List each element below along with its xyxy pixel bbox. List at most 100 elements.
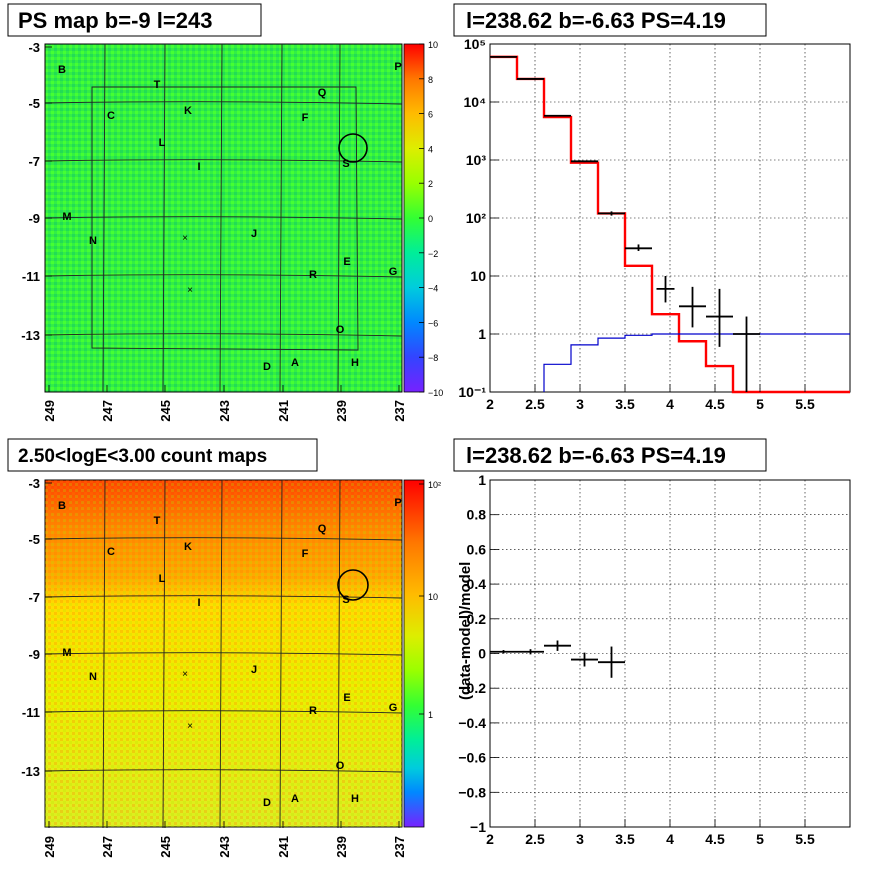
source-label: Q <box>318 523 327 535</box>
x-tick-label: 2.5 <box>525 831 545 847</box>
spectrum-axes: 2 2.5 3 3.5 4 4.5 5 5.5 10⁵ 10⁴ 10³ 10² 10 1 10⁻¹ <box>458 36 815 412</box>
map-x-tick-label: 239 <box>334 400 349 422</box>
data-point <box>625 244 652 251</box>
map-x-tick-label: 237 <box>392 836 407 858</box>
map-grid-line <box>162 479 166 829</box>
colorbar-tick-label: 10² <box>428 480 441 490</box>
map-x-tick-label: 241 <box>276 836 291 858</box>
residual-grid <box>490 480 850 827</box>
map-y-tick-label: -9 <box>28 647 40 662</box>
colorbar-tick-label: 6 <box>428 110 433 120</box>
source-label: J <box>251 664 257 676</box>
x-tick-label: 3.5 <box>615 396 635 412</box>
x-tick-label: 4 <box>666 831 674 847</box>
colorbar-tick-label: −6 <box>428 318 438 328</box>
map-grid-line <box>337 43 341 393</box>
map-x-tick-label: 243 <box>217 400 232 422</box>
map-bottom-axes: -3 -5 -7 -9 -11 -13 249 247 245 243 241 239 237 <box>21 476 407 858</box>
map-bottom-grid-lines <box>44 479 403 829</box>
source-label: C <box>107 546 115 558</box>
residual-plot: 2 2.5 3 3.5 4 4.5 5 5.5 1 0.8 0.6 0.4 0.2 0 −0.2 −0.4 −0… <box>457 472 851 847</box>
map-y-tick-label: -3 <box>28 476 40 491</box>
ps-map-top: B P T Q C K F L I S M N J E R G O D A H × × -3 -5 -7 -9 -11 -13 249… <box>21 40 407 422</box>
colorbar-tick-label: 0 <box>428 214 433 224</box>
source-label: O <box>336 760 345 772</box>
source-marker: × <box>187 285 193 296</box>
title-residual: l=238.62 b=-6.63 PS=4.19 <box>466 443 726 468</box>
title-box-residual: l=238.62 b=-6.63 PS=4.19 <box>453 438 767 472</box>
source-label: S <box>342 158 349 170</box>
map-grid-line <box>279 479 283 829</box>
source-label: H <box>351 793 359 805</box>
x-tick-label: 3 <box>576 831 584 847</box>
residual-point <box>544 640 571 651</box>
map-y-tick-label: -13 <box>21 764 40 779</box>
data-point <box>490 55 517 58</box>
data-point <box>679 286 706 328</box>
y-tick-label: −0.6 <box>458 750 486 766</box>
y-tick-label: −0.2 <box>458 680 486 696</box>
source-label: D <box>263 361 271 373</box>
source-label: Q <box>318 87 327 99</box>
colorbar-tick-label: 10 <box>428 592 438 602</box>
source-label: F <box>302 548 309 560</box>
source-label: P <box>394 497 401 509</box>
source-label: N <box>89 671 97 683</box>
residual-series <box>490 640 625 678</box>
title-box-map-bottom: 2.50<logE<3.00 count maps <box>7 438 318 472</box>
map-grid-line <box>44 216 403 220</box>
source-label: S <box>342 594 349 606</box>
source-label: K <box>184 541 192 553</box>
colorbar-tick-label: 10 <box>428 40 438 50</box>
data-point <box>517 78 544 80</box>
source-label: T <box>154 79 161 91</box>
y-tick-label: 10⁵ <box>464 36 486 52</box>
map-top-source-labels: B P T Q C K F L I S M N J E R G O D A H × × <box>58 61 402 373</box>
x-tick-label: 3.5 <box>615 831 635 847</box>
source-label: O <box>336 324 345 336</box>
map-grid-line <box>219 43 223 393</box>
map-x-tick-label: 247 <box>100 836 115 858</box>
colorbar-tick-label: −2 <box>428 249 438 259</box>
map-y-tick-label: -3 <box>28 40 40 55</box>
title-box-spectrum: l=238.62 b=-6.63 PS=4.19 <box>453 3 767 37</box>
colorbar-tick-label: 8 <box>428 75 433 85</box>
data-point <box>733 316 760 392</box>
map-grid-line <box>44 769 403 773</box>
y-tick-label: −1 <box>470 819 486 835</box>
colorbar-tick-label: 1 <box>428 710 433 720</box>
source-label: J <box>251 228 257 240</box>
residual-point <box>490 650 517 654</box>
y-tick-label: −0.8 <box>458 784 486 800</box>
source-label: A <box>291 357 299 369</box>
source-label: B <box>58 500 66 512</box>
source-label: K <box>184 105 192 117</box>
source-label: G <box>389 702 398 714</box>
map-grid-line <box>44 333 403 337</box>
spectrum-plot: 2 2.5 3 3.5 4 4.5 5 5.5 10⁵ 10⁴ 10³ 10² 10 1 10⁻¹ <box>458 36 851 412</box>
y-tick-label: 0.6 <box>467 541 487 557</box>
map-y-tick-label: -7 <box>28 590 40 605</box>
source-label: L <box>159 573 166 585</box>
map-x-tick-label: 237 <box>392 400 407 422</box>
roi-box <box>91 86 359 351</box>
x-tick-label: 5 <box>756 396 764 412</box>
map-y-tick-label: -11 <box>22 269 40 284</box>
source-label: R <box>309 705 317 717</box>
y-tick-label: 0.8 <box>467 507 487 523</box>
colorbar-tick-label: 2 <box>428 179 433 189</box>
source-marker: × <box>182 233 188 244</box>
source-label: P <box>394 61 401 73</box>
model-step-line <box>490 55 850 394</box>
residual-y-axis-label: (data-model)/model <box>457 562 474 700</box>
colorbar-top: 10 8 6 4 2 0 −2 −4 −6 −8 −10 <box>403 40 443 398</box>
data-point <box>571 160 598 163</box>
map-grid-line <box>279 43 283 393</box>
map-y-tick-label: -13 <box>21 328 40 343</box>
x-tick-label: 5 <box>756 831 764 847</box>
source-label: E <box>343 692 350 704</box>
source-label: B <box>58 64 66 76</box>
residual-axes: 2 2.5 3 3.5 4 4.5 5 5.5 1 0.8 0.6 0.4 0.2 0 −0.2 −0.4 −0… <box>458 472 815 847</box>
source-step-line <box>543 333 850 392</box>
spectrum-series <box>490 55 850 394</box>
